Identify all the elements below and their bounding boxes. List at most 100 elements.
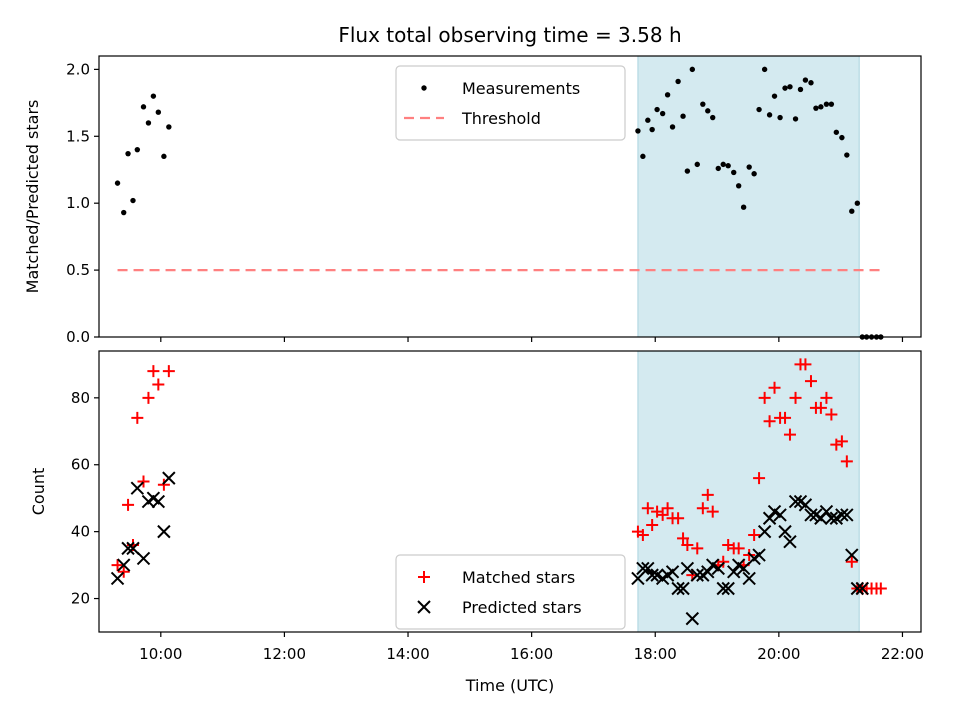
measurements-point	[694, 161, 700, 168]
predicted-stars-point	[680, 561, 695, 576]
top-legend: Measurements Threshold	[395, 65, 626, 141]
measurements-point	[731, 169, 737, 176]
predicted-stars-point	[721, 581, 735, 596]
predicted-stars-point	[671, 581, 685, 596]
count-series-group	[110, 358, 887, 626]
legend-box	[395, 554, 626, 630]
measurements-point	[150, 93, 157, 99]
measurements-point	[725, 163, 731, 169]
bottom-legend: Matched stars Predicted stars	[395, 554, 626, 630]
predicted-stars-point	[136, 551, 151, 566]
measurements-point	[659, 110, 666, 117]
measurements-point	[813, 105, 819, 111]
predicted-stars-point	[665, 565, 680, 579]
matched-stars-point	[748, 528, 761, 541]
predicted-stars-point	[645, 568, 659, 582]
predicted-stars-point	[773, 508, 787, 522]
measurements-point	[705, 108, 711, 114]
y-tick-label: 2.0	[66, 60, 90, 78]
x-axis-label: Time (UTC)	[465, 676, 554, 695]
predicted-stars-point	[736, 561, 751, 576]
measurements-point	[649, 126, 655, 133]
matched-stars-point	[820, 391, 833, 404]
threshold-legend-label: Threshold	[461, 109, 541, 128]
matched-stars-point	[814, 401, 827, 414]
measurements-point	[166, 124, 172, 130]
matched-stars-point	[122, 498, 135, 511]
matched-stars-point	[656, 508, 669, 521]
matched-stars-point	[779, 411, 792, 424]
predicted-stars-point	[845, 548, 859, 562]
matched-stars-point	[783, 428, 796, 441]
predicted-stars-point	[804, 508, 818, 522]
predicted-stars-series	[110, 471, 869, 626]
measurements-point	[844, 152, 850, 158]
chart-title: Flux total observing time = 3.58 h	[338, 23, 681, 47]
predicted-stars-point	[641, 561, 655, 576]
top-x-axis	[160, 337, 904, 342]
matched-stars-point	[743, 549, 756, 562]
matched-stars-point	[681, 539, 694, 552]
y-tick-label: 1.0	[66, 194, 90, 212]
measurements-point	[130, 197, 136, 204]
predicted-stars-point	[151, 494, 166, 509]
predicted-stars-point	[110, 571, 125, 586]
matched-stars-point	[717, 555, 730, 568]
predicted-stars-point	[130, 481, 145, 495]
predicted-stars-point	[840, 508, 854, 522]
y-tick-label: 40	[71, 523, 90, 541]
measurements-point	[756, 106, 762, 113]
matched-stars-legend-label: Matched stars	[462, 568, 575, 587]
predicted-stars-point	[117, 558, 131, 572]
measurements-point	[654, 106, 660, 113]
matched-stars-point	[672, 512, 685, 525]
matched-stars-point	[677, 532, 690, 545]
measurements-point	[121, 209, 127, 216]
measurements-point	[645, 117, 651, 123]
measurements-point	[766, 112, 773, 118]
matched-stars-point	[758, 391, 771, 404]
measurements-point	[823, 101, 830, 107]
matched-stars-legend-handle	[418, 571, 430, 583]
measurements-point	[640, 153, 646, 160]
predicted-stars-point	[162, 471, 176, 485]
predicted-stars-point	[676, 581, 690, 596]
predicted-stars-point	[855, 581, 869, 596]
matched-stars-point	[835, 435, 848, 448]
measurements-point	[839, 134, 845, 141]
measurements-point	[134, 146, 141, 153]
y-tick-label: 0.5	[66, 261, 90, 279]
predicted-stars-point	[157, 524, 171, 539]
top-y-axis: 0.0 0.5 1.0 1.5 2.0	[66, 60, 99, 346]
matched-stars-point	[825, 408, 838, 421]
predicted-stars-point	[690, 568, 704, 582]
measurements-legend-handle	[421, 85, 427, 91]
y-tick-label: 20	[71, 590, 90, 608]
matched-stars-point	[768, 381, 781, 394]
measurements-point	[125, 150, 131, 157]
predicted-stars-point	[757, 524, 772, 539]
measurements-point	[664, 92, 671, 98]
predicted-stars-point	[716, 581, 730, 596]
measurements-point	[635, 128, 641, 134]
measurements-point	[797, 86, 804, 93]
measurements-point	[751, 171, 757, 177]
x-tick-label: 18:00	[634, 645, 677, 663]
matched-stars-point	[137, 475, 150, 488]
measurements-point	[802, 77, 809, 83]
matched-stars-point	[706, 505, 719, 518]
predicted-stars-point	[742, 571, 756, 586]
x-tick-label: 12:00	[263, 645, 306, 663]
measurements-point	[761, 66, 768, 73]
measurements-point	[145, 120, 152, 126]
measurements-point	[675, 78, 681, 85]
predicted-stars-legend-label: Predicted stars	[462, 598, 582, 617]
measurements-point	[782, 85, 788, 91]
predicted-stars-point	[783, 534, 797, 549]
measurements-point	[720, 161, 726, 168]
measurements-point	[689, 66, 696, 73]
measurements-point	[735, 183, 742, 189]
matched-stars-point	[845, 555, 858, 568]
measurements-point	[849, 208, 855, 214]
